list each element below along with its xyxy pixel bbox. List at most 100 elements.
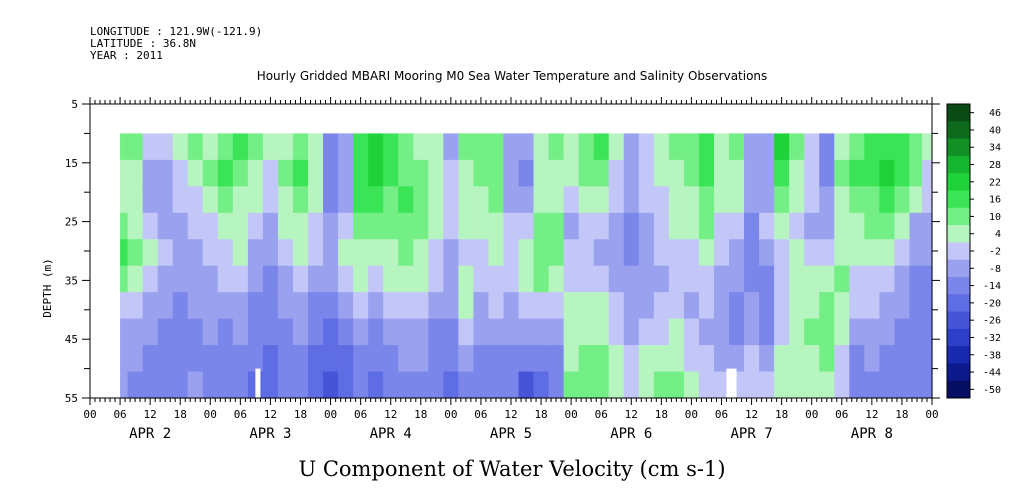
- heatmap-cell: [921, 133, 933, 161]
- heatmap-cell: [383, 159, 399, 187]
- heatmap-cell: [921, 292, 933, 320]
- heatmap-cell: [834, 318, 850, 346]
- heatmap-cell: [729, 292, 745, 320]
- heatmap-cell: [668, 239, 685, 267]
- heatmap-cell: [262, 239, 279, 267]
- heatmap-cell: [593, 318, 610, 346]
- heatmap-cell: [608, 345, 625, 373]
- colorbar-swatch: [947, 311, 970, 330]
- colorbar-swatch: [947, 207, 970, 226]
- heatmap-cell: [202, 265, 219, 293]
- x-tick-label: 06: [835, 408, 848, 421]
- heatmap-cell: [247, 265, 264, 293]
- heatmap-cell: [921, 318, 933, 346]
- heatmap-cell: [623, 133, 640, 161]
- heatmap-cell: [668, 186, 685, 214]
- heatmap-cell: [127, 292, 144, 320]
- heatmap-cell: [533, 371, 550, 399]
- latitude-text: LATITUDE : 36.8N: [90, 37, 196, 50]
- heatmap-cell: [548, 265, 565, 293]
- heatmap-cell: [894, 133, 911, 161]
- heatmap-cell: [834, 133, 850, 161]
- heatmap-cell: [277, 212, 294, 240]
- heatmap-cell: [383, 186, 399, 214]
- heatmap-cell: [338, 239, 354, 267]
- heatmap-cell: [638, 318, 655, 346]
- heatmap-cell: [202, 212, 219, 240]
- heatmap-cell: [713, 318, 730, 346]
- heatmap-cell: [292, 186, 309, 214]
- heatmap-cell: [458, 186, 475, 214]
- heatmap-cell: [563, 212, 580, 240]
- heatmap-cell: [548, 159, 565, 187]
- heatmap-cell: [383, 318, 399, 346]
- day-label: APR 3: [249, 426, 291, 442]
- heatmap-cell: [563, 371, 580, 399]
- heatmap-cell: [398, 371, 414, 399]
- heatmap-cell: [744, 345, 760, 373]
- longitude-text: LONGITUDE : 121.9W(-121.9): [90, 25, 262, 38]
- heatmap-cell: [187, 371, 204, 399]
- heatmap-cell: [834, 159, 850, 187]
- heatmap-cell: [879, 371, 896, 399]
- heatmap-cell: [368, 186, 384, 214]
- data-gaps: [255, 368, 737, 398]
- heatmap-cell: [308, 371, 324, 399]
- heatmap-cell: [398, 239, 414, 267]
- y-axis: 5 15 25 35 45 55: [65, 98, 940, 405]
- heatmap-cell: [653, 133, 670, 161]
- heatmap-cell: [819, 212, 835, 240]
- heatmap-cell: [864, 212, 880, 240]
- heatmap-cell: [353, 239, 369, 267]
- heatmap-cell: [608, 239, 625, 267]
- heatmap-cell: [488, 318, 505, 346]
- heatmap-cell: [142, 292, 159, 320]
- heatmap-cell: [262, 345, 279, 373]
- heatmap-cell: [308, 265, 324, 293]
- heatmap-cell: [187, 292, 204, 320]
- heatmap-cell: [623, 186, 640, 214]
- heatmap-cell: [819, 292, 835, 320]
- heatmap-cell: [653, 292, 670, 320]
- heatmap-cell: [413, 345, 429, 373]
- heatmap-cell: [518, 212, 535, 240]
- heatmap-cell: [503, 292, 520, 320]
- heatmap-cell: [849, 239, 865, 267]
- heatmap-cell: [804, 265, 820, 293]
- heatmap-cell: [819, 265, 835, 293]
- heatmap-cell: [473, 186, 490, 214]
- heatmap-cell: [428, 239, 444, 267]
- heatmap-cell: [879, 239, 896, 267]
- heatmap-cell: [368, 292, 384, 320]
- heatmap-cell: [774, 371, 790, 399]
- heatmap-cell: [533, 292, 550, 320]
- heatmap-cell: [879, 265, 896, 293]
- heatmap-cell: [262, 292, 279, 320]
- heatmap-cell: [921, 186, 933, 214]
- heatmap-cell: [488, 159, 505, 187]
- heatmap-cell: [120, 133, 129, 161]
- heatmap-cell: [894, 265, 911, 293]
- heatmap-cell: [142, 239, 159, 267]
- heatmap-cell: [894, 318, 911, 346]
- heatmap-cell: [518, 133, 535, 161]
- heatmap-cell: [894, 212, 911, 240]
- day-label: APR 6: [610, 426, 652, 442]
- heatmap-cell: [368, 159, 384, 187]
- heatmap-cell: [819, 186, 835, 214]
- x-tick-label: 12: [625, 408, 638, 421]
- heatmap-cell: [909, 371, 923, 399]
- heatmap-cell: [548, 239, 565, 267]
- heatmap-cell: [563, 239, 580, 267]
- heatmap-cell: [849, 371, 865, 399]
- heatmap-cell: [729, 239, 745, 267]
- heatmap-cell: [308, 292, 324, 320]
- x-tick-label: 18: [294, 408, 307, 421]
- x-tick-label: 12: [865, 408, 878, 421]
- heatmap-cell: [428, 292, 444, 320]
- heatmap-cell: [458, 318, 475, 346]
- heatmap-cell: [909, 186, 923, 214]
- heatmap-cell: [292, 212, 309, 240]
- heatmap-cell: [533, 186, 550, 214]
- heatmap-cell: [804, 159, 820, 187]
